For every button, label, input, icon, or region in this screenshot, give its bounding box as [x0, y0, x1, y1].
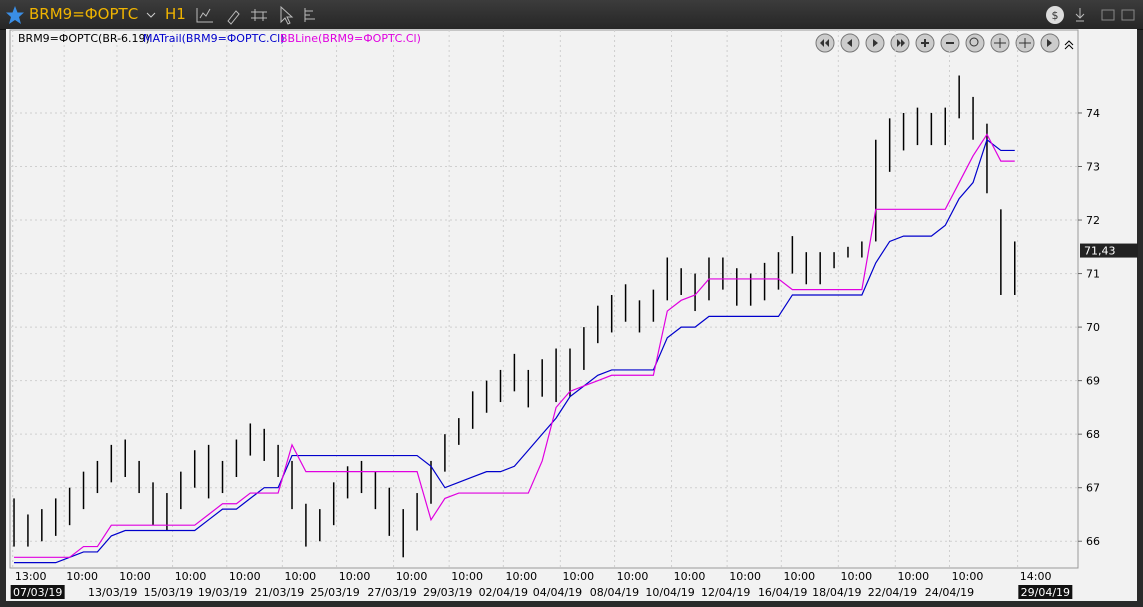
x-date-label: 21/03/19 — [255, 586, 304, 599]
x-date-label: 10/04/19 — [645, 586, 694, 599]
tool-icons[interactable] — [193, 4, 333, 26]
x-tick-label: 10:00 — [175, 570, 207, 583]
window-icons[interactable]: $ — [1044, 4, 1139, 26]
x-tick-label: 10:00 — [284, 570, 316, 583]
x-date-label: 27/03/19 — [367, 586, 416, 599]
x-date-label: 02/04/19 — [479, 586, 528, 599]
chart: 66 67 68 69 70 71 72 73 74 13:00 10:00 10:00 10:00 10… — [6, 29, 1138, 601]
x-tick-label: 10:00 — [229, 570, 261, 583]
x-tick-label: 10:00 — [897, 570, 929, 583]
x-tick-label: 10:00 — [119, 570, 151, 583]
svg-text:$: $ — [1052, 9, 1059, 22]
plot-area — [9, 29, 1079, 569]
x-tick-label: 13:00 — [15, 570, 47, 583]
last-price-box — [1080, 243, 1138, 258]
indicator-line — [14, 133, 1015, 558]
x-date-label: 29/03/19 — [423, 586, 472, 599]
x-tick-label: 10:00 — [505, 570, 537, 583]
x-date-label: 15/03/19 — [144, 586, 193, 599]
x-date-label: 08/04/19 — [590, 586, 639, 599]
x-date-label: 25/03/19 — [310, 586, 359, 599]
legend-entry: MATrail(BRM9=ФОРТС.Cl) — [143, 32, 285, 45]
date-highlight — [1018, 585, 1073, 599]
toolbar: BRM9=ФОРТС H1 $ — [0, 0, 1143, 30]
x-tick-label: 10:00 — [562, 570, 594, 583]
y-tick-label: 72 — [1086, 214, 1100, 227]
x-tick-label: 10:00 — [729, 570, 761, 583]
x-date-label: 24/04/19 — [925, 586, 974, 599]
symbol[interactable]: BRM9=ФОРТС — [29, 5, 139, 23]
dropdown[interactable] — [146, 10, 156, 20]
y-tick-label: 68 — [1086, 428, 1100, 441]
x-tick-label: 14:00 — [1020, 570, 1052, 583]
x-tick-label: 10:00 — [617, 570, 649, 583]
date-highlight — [10, 585, 65, 599]
y-tick-label: 71 — [1086, 268, 1100, 281]
favorite-star[interactable] — [5, 5, 25, 25]
x-tick-label: 10:00 — [674, 570, 706, 583]
x-date-label: 07/03/19 — [13, 586, 62, 599]
x-tick-label: 10:00 — [783, 570, 815, 583]
x-tick-label: 10:00 — [451, 570, 483, 583]
y-tick-label: 69 — [1086, 375, 1100, 388]
x-date-label: 12/04/19 — [701, 586, 750, 599]
y-tick-label: 74 — [1086, 107, 1100, 120]
x-date-label: 22/04/19 — [868, 586, 917, 599]
x-tick-label: 10:00 — [396, 570, 428, 583]
x-date-label: 16/04/19 — [758, 586, 807, 599]
legend-entry: BRM9=ФОРТС(BR-6.19) — [18, 32, 150, 45]
timeframe[interactable]: H1 — [165, 5, 186, 23]
x-tick-label: 10:00 — [66, 570, 98, 583]
x-date-label: 13/03/19 — [88, 586, 137, 599]
x-date-label: 29/04/19 — [1021, 586, 1070, 599]
x-date-label: 04/04/19 — [533, 586, 582, 599]
x-date-label: 19/03/19 — [198, 586, 247, 599]
x-date-label: 18/04/19 — [812, 586, 861, 599]
legend-entry: BBLine(BRM9=ФОРТС.Cl) — [280, 32, 421, 45]
nav-buttons[interactable] — [815, 33, 1074, 53]
y-tick-label: 70 — [1086, 321, 1100, 334]
x-tick-label: 10:00 — [339, 570, 371, 583]
x-tick-label: 10:00 — [952, 570, 984, 583]
y-tick-label: 73 — [1086, 161, 1100, 174]
y-tick-label: 66 — [1086, 535, 1100, 548]
y-tick-label: 67 — [1086, 482, 1100, 495]
last-price-label: 71,43 — [1084, 245, 1116, 258]
indicator-line — [14, 138, 1015, 564]
x-tick-label: 10:00 — [840, 570, 872, 583]
